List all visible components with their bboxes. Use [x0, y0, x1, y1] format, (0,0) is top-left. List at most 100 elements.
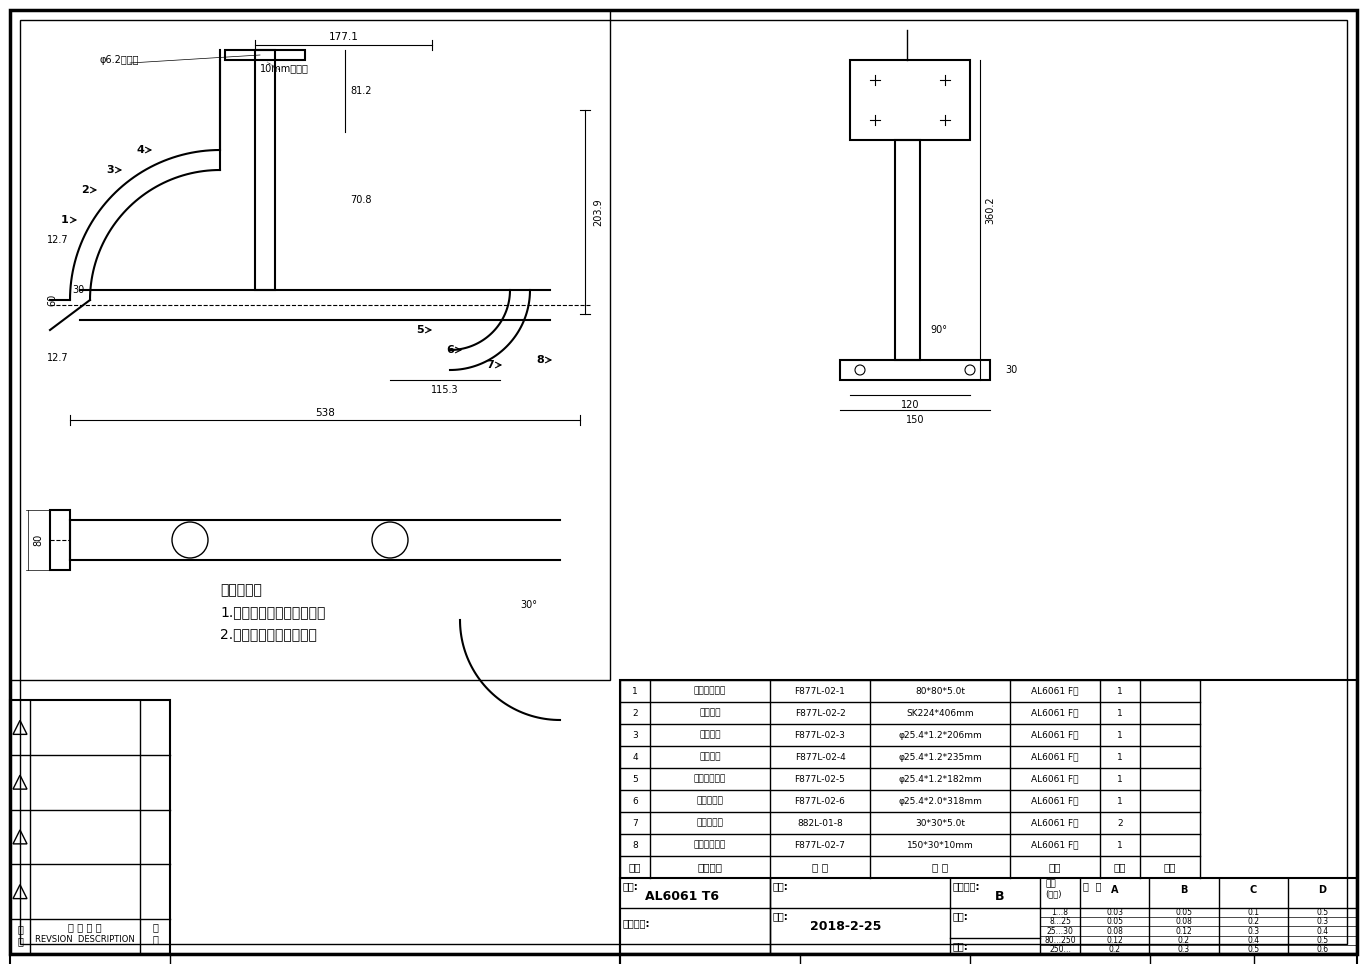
- Text: 中间架连接板: 中间架连接板: [694, 686, 726, 695]
- Text: 0.12: 0.12: [1106, 936, 1124, 945]
- Text: 6: 6: [632, 796, 638, 806]
- Text: 115.3: 115.3: [431, 385, 459, 395]
- Text: AL6061 T6: AL6061 T6: [645, 890, 719, 902]
- Text: F877L-02-6: F877L-02-6: [794, 796, 845, 806]
- Text: 0.5: 0.5: [1316, 908, 1329, 917]
- Text: F877L-02-5: F877L-02-5: [794, 774, 845, 784]
- Text: 203.9: 203.9: [593, 199, 603, 226]
- Bar: [256, 50, 275, 290]
- Text: 校对:: 校对:: [953, 941, 969, 951]
- Text: 5: 5: [416, 325, 424, 335]
- Text: 0.5: 0.5: [1247, 945, 1259, 954]
- Text: 符: 符: [16, 924, 23, 934]
- Text: 2: 2: [81, 185, 89, 195]
- Text: B: B: [995, 890, 1005, 902]
- Text: 90°: 90°: [930, 325, 947, 335]
- Text: AL6061 F材: AL6061 F材: [1031, 796, 1079, 806]
- Bar: [226, 50, 305, 60]
- Text: 0.12: 0.12: [1176, 926, 1192, 935]
- Text: 3: 3: [107, 165, 113, 175]
- Text: 1: 1: [1117, 709, 1122, 717]
- Bar: [621, 878, 1357, 954]
- Text: 1: 1: [1117, 841, 1122, 849]
- Text: 0.3: 0.3: [1316, 918, 1329, 926]
- Text: 后轮架固定板: 后轮架固定板: [694, 841, 726, 849]
- Text: 81.2: 81.2: [350, 86, 372, 96]
- Text: 1: 1: [62, 215, 68, 225]
- Text: 核: 核: [152, 922, 159, 932]
- Text: A: A: [1111, 885, 1118, 895]
- Text: 用量: 用量: [1114, 862, 1126, 872]
- Text: 1.氏弧焊接，焊接后校正；: 1.氏弧焊接，焊接后校正；: [220, 605, 325, 619]
- Text: 横梁下弯管: 横梁下弯管: [697, 796, 723, 806]
- Text: 0.08: 0.08: [1106, 926, 1124, 935]
- Text: F877L-02-1: F877L-02-1: [794, 686, 845, 695]
- Text: 8…25: 8…25: [1048, 918, 1070, 926]
- Text: 360.2: 360.2: [986, 197, 995, 224]
- Text: 公  差: 公 差: [1083, 881, 1102, 891]
- Text: 零件名称: 零件名称: [697, 862, 723, 872]
- Text: 0.4: 0.4: [1247, 936, 1259, 945]
- Text: C: C: [1249, 885, 1256, 895]
- Text: 数量:: 数量:: [772, 881, 789, 891]
- Text: 1…8: 1…8: [1051, 908, 1069, 917]
- Text: 250…: 250…: [1048, 945, 1070, 954]
- Text: F877L-02-3: F877L-02-3: [794, 731, 845, 739]
- Bar: [10, 954, 621, 964]
- Text: 30: 30: [72, 285, 85, 295]
- Text: 修 正 说 明: 修 正 说 明: [68, 922, 101, 932]
- Text: 0.05: 0.05: [1106, 918, 1124, 926]
- Text: 150*30*10mm: 150*30*10mm: [906, 841, 973, 849]
- Text: 8: 8: [536, 355, 544, 365]
- Text: 固定弯管: 固定弯管: [700, 731, 720, 739]
- Text: 座墊架固定管: 座墊架固定管: [694, 774, 726, 784]
- Text: 30°: 30°: [519, 600, 537, 610]
- Text: F877L-02-4: F877L-02-4: [794, 753, 845, 762]
- Text: 0.1: 0.1: [1247, 908, 1259, 917]
- Text: AL6061 F材: AL6061 F材: [1031, 753, 1079, 762]
- Text: 0.08: 0.08: [1176, 918, 1192, 926]
- Text: 材质:: 材质:: [623, 881, 638, 891]
- Text: 0.4: 0.4: [1316, 926, 1329, 935]
- Text: 120: 120: [901, 400, 919, 410]
- Text: AL6061 F材: AL6061 F材: [1031, 774, 1079, 784]
- Text: 2.表面处理按订单要求。: 2.表面处理按订单要求。: [220, 627, 317, 641]
- Text: 25…30: 25…30: [1047, 926, 1073, 935]
- Text: F877L-02-7: F877L-02-7: [794, 841, 845, 849]
- Text: 12.7: 12.7: [48, 235, 68, 245]
- Text: 10mm六方孔: 10mm六方孔: [260, 63, 309, 73]
- Text: φ25.4*2.0*318mm: φ25.4*2.0*318mm: [898, 796, 982, 806]
- Text: 等级: 等级: [1044, 879, 1055, 889]
- Bar: [10, 700, 170, 954]
- Text: 横梁扁管: 横梁扁管: [700, 709, 720, 717]
- Text: 80…250: 80…250: [1044, 936, 1076, 945]
- Text: AL6061 F材: AL6061 F材: [1031, 709, 1079, 717]
- Text: 70.8: 70.8: [350, 195, 372, 205]
- Text: 538: 538: [314, 408, 335, 418]
- Text: 7: 7: [487, 360, 493, 370]
- Text: 备注: 备注: [1163, 862, 1176, 872]
- Text: 150: 150: [906, 415, 924, 425]
- Bar: [850, 60, 971, 140]
- Text: 30: 30: [1005, 365, 1017, 375]
- Text: 1: 1: [1117, 731, 1122, 739]
- Text: AL6061 F材: AL6061 F材: [1031, 731, 1079, 739]
- Text: 0.05: 0.05: [1176, 908, 1192, 917]
- Text: φ25.4*1.2*182mm: φ25.4*1.2*182mm: [898, 774, 982, 784]
- Text: 3: 3: [632, 731, 638, 739]
- Bar: [839, 360, 990, 380]
- Text: 7: 7: [632, 818, 638, 827]
- Text: 6: 6: [446, 345, 454, 355]
- Bar: [895, 140, 920, 360]
- Text: 车架补弧片: 车架补弧片: [697, 818, 723, 827]
- Text: REVSION  DESCRIPTION: REVSION DESCRIPTION: [36, 934, 135, 944]
- Text: 图 号: 图 号: [812, 862, 828, 872]
- Text: 4: 4: [137, 145, 144, 155]
- Text: 规 格: 规 格: [932, 862, 949, 872]
- Text: 0.2: 0.2: [1178, 936, 1189, 945]
- Text: 4: 4: [632, 753, 638, 762]
- Text: 0.3: 0.3: [1178, 945, 1189, 954]
- Text: 0.3: 0.3: [1247, 926, 1259, 935]
- Text: 1: 1: [1117, 796, 1122, 806]
- Text: 1: 1: [1117, 774, 1122, 784]
